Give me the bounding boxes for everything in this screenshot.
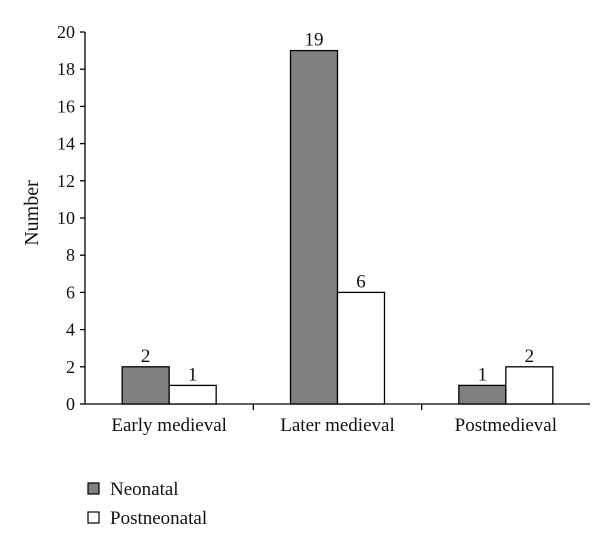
bar-neonatal [121,366,170,405]
bar-postneonatal [168,384,217,405]
x-tick-label: Postmedieval [455,415,557,436]
y-tick-label: 4 [66,320,75,340]
y-tick-label: 20 [57,22,75,42]
y-tick-label: 8 [66,245,75,265]
legend-label: Postneonatal [110,508,207,529]
y-tick-label: 6 [66,282,75,302]
legend-swatch [87,511,100,524]
bar-postneonatal [336,291,386,405]
data-label: 1 [478,364,488,385]
y-axis: 0 2 4 6 8 10 12 14 16 18 20 [57,22,86,414]
data-label: 6 [356,271,366,292]
bar-postneonatal [505,366,554,405]
y-tick-label: 0 [66,394,75,414]
y-tick-label: 16 [57,96,75,116]
bars [121,49,554,405]
bar-neonatal [458,384,507,405]
data-label: 1 [188,364,198,385]
x-tick-label: Later medieval [280,415,394,436]
y-tick-label: 10 [57,208,75,228]
data-label: 19 [305,30,324,51]
legend: Neonatal Postneonatal [87,479,207,529]
y-tick-label: 12 [57,171,75,191]
y-tick-label: 18 [57,59,75,79]
bar-neonatal [289,49,339,405]
data-labels: 2 1 19 6 1 2 [141,30,534,386]
legend-label: Neonatal [110,479,179,500]
x-tick-label: Early medieval [111,415,227,436]
y-tick-label: 2 [66,357,75,377]
data-label: 2 [141,346,151,367]
x-axis: Early medieval Later medieval Postmedieval [85,403,590,436]
y-tick-label: 14 [57,134,75,154]
data-label: 2 [525,346,535,367]
y-axis-label: Number [21,180,43,246]
legend-swatch [87,482,100,495]
